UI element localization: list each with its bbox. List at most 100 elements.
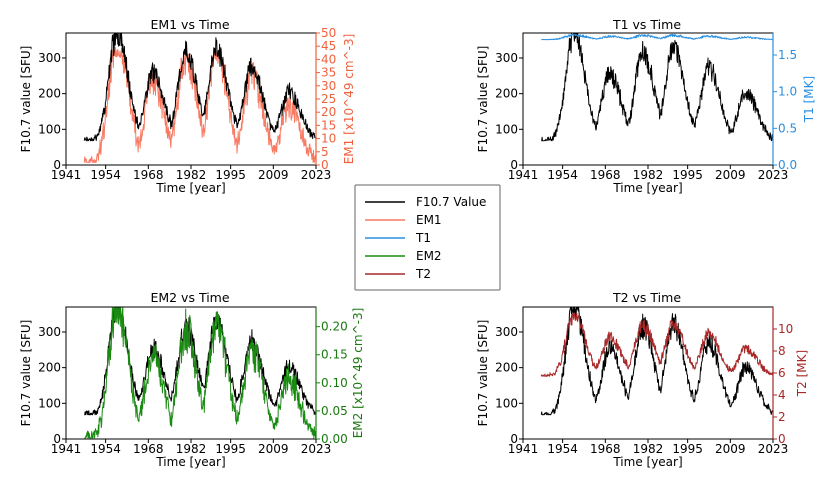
- panel-title: EM2 vs Time: [150, 290, 229, 305]
- y-tick-labels: 0 100 200 300: [38, 51, 61, 172]
- y2-axis-label: T2 [MK]: [795, 350, 809, 397]
- axes-frame: [65, 32, 317, 166]
- y2-axis-label: EM2 [x10^49 cm^-3]: [351, 308, 365, 439]
- y-tick-labels: 0 100 200 300: [495, 51, 518, 172]
- panel-t2: T2 vs Time 1941 1954 1968 1982 1995 2009…: [476, 290, 809, 469]
- y2-tick-label: 1.5: [778, 48, 797, 62]
- series-line-f10-7-value: [83, 32, 317, 142]
- series-line-t1: [541, 33, 774, 41]
- legend-label: T1: [415, 231, 431, 245]
- panel-t1: T1 vs Time 1941 1954 1968 1982 1995 2009…: [476, 17, 816, 195]
- x-tick-label: 1954: [547, 442, 578, 456]
- y2-axis-label: EM1 [x10^49 cm^-3]: [342, 34, 356, 165]
- y2-tick-label: 8: [778, 344, 786, 358]
- x-tick-label: 1995: [672, 442, 703, 456]
- y2-tick-label: 0.20: [321, 320, 348, 334]
- x-tick-labels: 1941 1954 1968 1982 1995 2009 2023: [508, 168, 789, 182]
- x-tick-label: 1954: [547, 168, 578, 182]
- x-tick-label: 1968: [133, 442, 164, 456]
- panel-title: T1 vs Time: [612, 17, 681, 32]
- y2-tick-label: 0: [321, 158, 329, 172]
- legend-entry: EM1: [365, 213, 442, 227]
- legend-entry: EM2: [365, 249, 442, 263]
- y2-tick-label: 30: [321, 79, 336, 93]
- x-tick-label: 1982: [176, 168, 207, 182]
- y2-tick-label: 0.5: [778, 121, 797, 135]
- x-tick-labels: 1941 1954 1968 1982 1995 2009 2023: [51, 442, 332, 456]
- y2-tick-label: 0.15: [321, 348, 348, 362]
- x-axis-label: Time [year]: [155, 455, 225, 469]
- y-tick-labels: 0 100 200 300: [38, 325, 61, 446]
- legend-label: F10.7 Value: [416, 195, 486, 209]
- y2-tick-labels: 0.00 0.05 0.10 0.15 0.20: [321, 320, 348, 446]
- panel-title: EM1 vs Time: [150, 17, 229, 32]
- panel-title: T2 vs Time: [612, 290, 681, 305]
- x-axis-label: Time [year]: [155, 181, 225, 195]
- legend-frame: [354, 184, 501, 291]
- x-tick-label: 2023: [758, 442, 789, 456]
- y-tick-label: 300: [38, 325, 61, 339]
- x-tick-label: 1941: [508, 168, 539, 182]
- series-line-f10-7-value: [541, 32, 774, 142]
- x-tick-labels: 1941 1954 1968 1982 1995 2009 2023: [508, 442, 789, 456]
- y2-tick-labels: 0.0 0.5 1.0 1.5: [778, 48, 797, 172]
- series-line-em1: [83, 46, 317, 163]
- y2-tick-labels: 0 5 10 15 20 25 30 35 40 45 50: [321, 26, 336, 172]
- y2-tick-label: 1.0: [778, 85, 797, 99]
- legend-entry: T2: [365, 267, 431, 281]
- y2-tick-labels: 0 2 4 6 8 10: [778, 322, 793, 446]
- y-tick-labels: 0 100 200 300: [495, 325, 518, 446]
- y-axis-label: F10.7 value [SFU]: [19, 320, 33, 427]
- y-tick-label: 200: [38, 87, 61, 101]
- x-tick-label: 2009: [715, 168, 746, 182]
- y-axis-label: F10.7 value [SFU]: [476, 320, 490, 427]
- y2-tick-label: 2: [778, 410, 786, 424]
- y-tick-label: 100: [495, 122, 518, 136]
- y2-tick-label: 0: [778, 432, 786, 446]
- x-tick-label: 1968: [590, 442, 621, 456]
- x-axis-label: Time [year]: [612, 181, 682, 195]
- plot-area: [519, 32, 777, 169]
- y-tick-label: 300: [495, 51, 518, 65]
- y2-tick-label: 0.10: [321, 376, 348, 390]
- y-tick-label: 300: [38, 51, 61, 65]
- y2-tick-label: 20: [321, 105, 336, 119]
- x-tick-label: 1995: [215, 442, 246, 456]
- x-tick-label: 1941: [51, 442, 82, 456]
- y2-tick-label: 35: [321, 66, 336, 80]
- x-tick-label: 2023: [301, 168, 332, 182]
- panel-em2: EM2 vs Time 1941 1954 1968 1982 1995 200…: [19, 290, 365, 469]
- x-tick-labels: 1941 1954 1968 1982 1995 2009 2023: [51, 168, 332, 182]
- y-tick-label: 200: [38, 361, 61, 375]
- x-tick-label: 1954: [90, 168, 121, 182]
- y-tick-label: 300: [495, 325, 518, 339]
- y-axis-label: F10.7 value [SFU]: [476, 46, 490, 153]
- x-tick-label: 1982: [633, 442, 664, 456]
- y-tick-label: 0: [53, 432, 61, 446]
- y2-tick-label: 50: [321, 26, 336, 40]
- axes-frame: [522, 32, 774, 166]
- legend-label: T2: [415, 267, 431, 281]
- legend-entry: T1: [365, 231, 431, 245]
- y2-tick-label: 0.0: [778, 158, 797, 172]
- x-tick-label: 1995: [215, 168, 246, 182]
- y2-tick-label: 6: [778, 366, 786, 380]
- series-line-t2: [540, 313, 774, 377]
- x-tick-label: 2009: [258, 442, 289, 456]
- y-tick-label: 0: [53, 158, 61, 172]
- plot-area: [62, 32, 320, 169]
- y2-axis-label: T1 [MK]: [802, 76, 816, 123]
- x-tick-label: 2009: [258, 168, 289, 182]
- y2-tick-label: 5: [321, 145, 329, 159]
- y2-tick-label: 15: [321, 118, 336, 132]
- x-tick-label: 1968: [590, 168, 621, 182]
- x-axis-label: Time [year]: [612, 455, 682, 469]
- y2-tick-label: 0.05: [321, 404, 348, 418]
- y2-tick-label: 10: [321, 132, 336, 146]
- y-tick-label: 0: [510, 158, 518, 172]
- y-axis-label: F10.7 value [SFU]: [19, 46, 33, 153]
- plot-area: [62, 306, 320, 443]
- x-tick-label: 1982: [633, 168, 664, 182]
- y2-tick-label: 40: [321, 52, 336, 66]
